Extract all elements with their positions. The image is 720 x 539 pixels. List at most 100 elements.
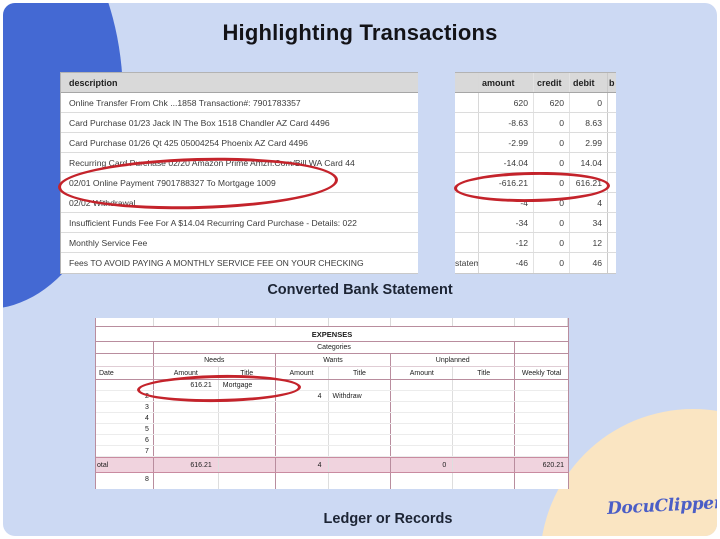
debit-cell: 46 <box>570 253 608 273</box>
credit-cell: 0 <box>534 233 570 252</box>
clipped-right-cell <box>608 213 616 232</box>
description-row: Recurring Card Purchase 02/20 Amazon Pri… <box>61 153 418 173</box>
ledger-cell-wants_amount <box>276 380 329 390</box>
amount-cell: -12 <box>479 233 534 252</box>
ledger-cell-wants_title <box>329 435 392 445</box>
group-header-needs: Needs <box>154 354 276 366</box>
ledger-body-rows: 616.21 Mortgage 2 4 Withdraw 3 4 5 6 7 <box>96 380 568 457</box>
ledger-cell-weekly_total <box>515 402 568 412</box>
ledger-categories-row: Categories <box>96 342 568 354</box>
ledger-cell-unplanned_amount <box>391 435 454 445</box>
amount-cell: -616.21 <box>479 173 534 192</box>
description-column-header: description <box>61 73 418 93</box>
ledger-cell-needs_title <box>219 413 276 423</box>
ledger-cell-unplanned_title <box>453 446 516 456</box>
ledger-cell-weekly_total <box>515 413 568 423</box>
amounts-table: amount credit debit b 620 620 0 -8.63 0 8.63-… <box>455 72 616 274</box>
ledger-sheet-title: EXPENSES <box>96 326 568 342</box>
total-unplanned-title <box>453 458 516 472</box>
clipped-left-cell <box>455 153 479 172</box>
group-header-unplanned: Unplanned <box>391 354 516 366</box>
page-title: Highlighting Transactions <box>222 20 498 45</box>
categories-label: Categories <box>154 342 516 353</box>
ledger-cell-needs_title <box>219 402 276 412</box>
ledger-cell-needs_title <box>219 424 276 434</box>
ledger-group-header-row: Needs Wants Unplanned <box>96 354 568 367</box>
clipped-left-cell <box>455 193 479 212</box>
clipped-left-header-cell <box>455 73 479 92</box>
ledger-cell-weekly_total <box>515 424 568 434</box>
description-table: description Online Transfer From Chk ...… <box>60 72 418 274</box>
clipped-left-cell <box>455 93 479 112</box>
debit-cell: 8.63 <box>570 113 608 132</box>
ledger-cell-needs_amount <box>154 413 219 423</box>
ledger-cell-unplanned_title <box>453 380 516 390</box>
ledger-cell-wants_amount <box>276 435 329 445</box>
col-header-unplanned-title: Title <box>453 367 516 379</box>
credit-cell: 0 <box>534 153 570 172</box>
ledger-cell-needs_amount <box>154 424 219 434</box>
ledger-cell-wants_amount <box>276 413 329 423</box>
amounts-rows: 620 620 0 -8.63 0 8.63 -2.99 0 2.99 -14.04 0 14.04-… <box>455 93 616 273</box>
clipped-right-cell <box>608 93 616 112</box>
bottom-row-date: 8 <box>96 473 154 489</box>
ledger-cell-needs_amount <box>154 435 219 445</box>
total-label: otal <box>96 458 154 472</box>
ledger-cell-unplanned_title <box>453 424 516 434</box>
ledger-cell-date: 7 <box>96 446 154 456</box>
description-row: Insufficient Funds Fee For A $14.04 Recu… <box>61 213 418 233</box>
total-wants-title <box>329 458 392 472</box>
amounts-row: -12 0 12 <box>455 233 616 253</box>
credit-cell: 0 <box>534 213 570 232</box>
debit-cell: 2.99 <box>570 133 608 152</box>
description-row: Online Transfer From Chk ...1858 Transac… <box>61 93 418 113</box>
credit-cell: 620 <box>534 93 570 112</box>
ledger-cell-wants_amount <box>276 446 329 456</box>
ledger-row: 616.21 Mortgage <box>96 380 568 391</box>
debit-cell: 0 <box>570 93 608 112</box>
clipped-left-cell <box>455 213 479 232</box>
ledger-cell-unplanned_title <box>453 402 516 412</box>
amount-cell: -14.04 <box>479 153 534 172</box>
total-weekly-total: 620.21 <box>542 462 564 469</box>
group-header-wants: Wants <box>276 354 392 366</box>
credit-cell: 0 <box>534 133 570 152</box>
ledger-cell-wants_amount: 4 <box>276 391 329 401</box>
ledger-cell-unplanned_amount <box>391 402 454 412</box>
credit-column-header: credit <box>534 73 570 92</box>
amount-cell: -46 <box>479 253 534 273</box>
total-unplanned-amount: 0 <box>391 458 454 472</box>
ledger-row: 5 <box>96 424 568 435</box>
ledger-row: 3 <box>96 402 568 413</box>
clipped-right-cell <box>608 113 616 132</box>
ledger-cell-unplanned_amount <box>391 380 454 390</box>
clipped-left-cell <box>455 113 479 132</box>
ledger-cell-wants_amount <box>276 402 329 412</box>
ledger-cell-weekly_total <box>515 380 568 390</box>
ledger-cell-unplanned_title <box>453 435 516 445</box>
ledger-cell-date: 3 <box>96 402 154 412</box>
clipped-right-cell <box>608 173 616 192</box>
ledger-cell-needs_title: Mortgage <box>219 380 276 390</box>
clipped-left-cell <box>455 233 479 252</box>
amount-cell: 620 <box>479 93 534 112</box>
ledger-cell-wants_amount <box>276 424 329 434</box>
amount-cell: -34 <box>479 213 534 232</box>
ledger-cell-unplanned_title <box>453 391 516 401</box>
ledger-cell-wants_title <box>329 413 392 423</box>
clipped-right-cell <box>608 153 616 172</box>
credit-cell: 0 <box>534 113 570 132</box>
ledger-cell-needs_title <box>219 446 276 456</box>
ledger-cell-unplanned_amount <box>391 424 454 434</box>
amounts-row: statem -46 0 46 <box>455 253 616 273</box>
ledger-cell-unplanned_amount <box>391 391 454 401</box>
ledger-cell-unplanned_amount <box>391 446 454 456</box>
col-header-weekly-total: Weekly Total <box>521 370 562 377</box>
bank-statement-caption: Converted Bank Statement <box>267 282 453 298</box>
ledger-cell-needs_amount <box>154 391 219 401</box>
amounts-row: -616.21 0 616.21 <box>455 173 616 193</box>
description-rows: Online Transfer From Chk ...1858 Transac… <box>61 93 418 273</box>
clipped-right-cell <box>608 193 616 212</box>
ledger-cell-wants_title: Withdraw <box>329 391 392 401</box>
amounts-row: 620 620 0 <box>455 93 616 113</box>
